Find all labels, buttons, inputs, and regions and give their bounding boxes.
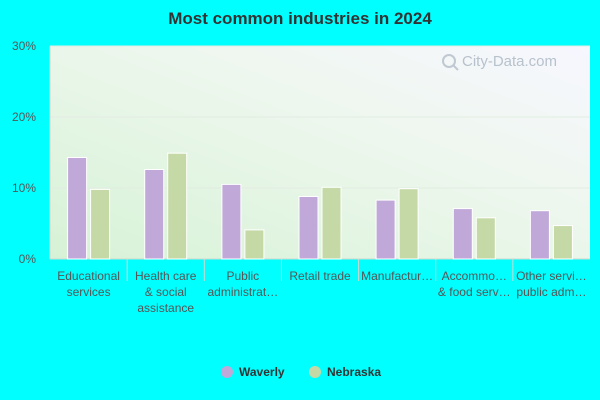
x-tick-label: Other servi…: [516, 269, 587, 283]
bar-nebraska-6: [552, 225, 573, 260]
x-tick-label: & food serv…: [438, 285, 511, 299]
x-tick-label: Public: [227, 269, 260, 283]
watermark-magnifier-icon: [442, 54, 459, 71]
x-tick-label: services: [67, 285, 111, 299]
y-tick-label: 0%: [19, 252, 37, 266]
y-tick-label: 20%: [12, 110, 36, 124]
watermark-text: City-Data.com: [462, 53, 557, 70]
bar-nebraska-1: [167, 152, 188, 260]
legend-swatch-waverly: [221, 366, 233, 378]
bar-nebraska-3: [321, 186, 342, 260]
chart-title: Most common industries in 2024: [168, 9, 432, 28]
x-tick-label: Manufactur…: [361, 269, 433, 283]
x-axis-ticks: Educational services Health care & social as…: [57, 259, 587, 315]
grid-layer: [49, 45, 590, 260]
bar-nebraska-5: [475, 217, 496, 260]
bar-waverly-0: [67, 157, 88, 260]
bar-waverly-3: [298, 196, 319, 260]
legend: Waverly Nebraska: [221, 365, 381, 379]
x-tick-label: public adm…: [516, 285, 586, 299]
legend-label-waverly: Waverly: [239, 365, 285, 379]
bar-waverly-2: [221, 183, 242, 260]
watermark: City-Data.com: [442, 53, 557, 71]
x-tick-label: assistance: [137, 301, 194, 315]
bar-layer: [67, 152, 573, 260]
y-tick-label: 10%: [12, 181, 36, 195]
x-tick-label: Accommo…: [442, 269, 507, 283]
bar-waverly-6: [529, 210, 550, 260]
plot-background: [50, 46, 590, 259]
x-tick-label: administrat…: [208, 285, 279, 299]
x-tick-label: Educational: [57, 269, 120, 283]
bar-waverly-4: [375, 199, 396, 260]
y-tick-label: 30%: [12, 39, 36, 53]
bar-nebraska-0: [90, 188, 111, 260]
x-tick-label: Retail trade: [289, 269, 351, 283]
bar-nebraska-2: [244, 229, 265, 260]
bar-waverly-5: [452, 208, 473, 260]
x-tick-label: & social: [145, 285, 187, 299]
legend-label-nebraska: Nebraska: [327, 365, 381, 379]
y-axis-ticks: 0% 10% 20% 30%: [12, 39, 36, 266]
x-tick-label: Health care: [135, 269, 197, 283]
legend-swatch-nebraska: [309, 366, 321, 378]
bar-waverly-1: [144, 169, 165, 260]
bar-nebraska-4: [398, 188, 419, 260]
